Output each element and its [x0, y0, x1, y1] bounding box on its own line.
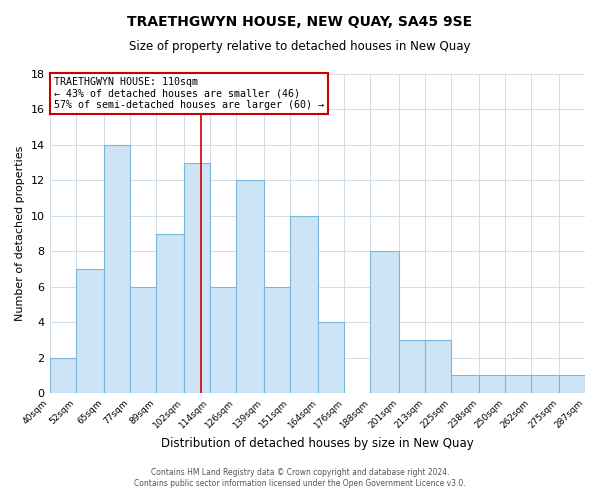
Bar: [236, 180, 264, 393]
Bar: [479, 376, 505, 393]
X-axis label: Distribution of detached houses by size in New Quay: Distribution of detached houses by size …: [161, 437, 473, 450]
Bar: [505, 376, 531, 393]
Bar: [398, 340, 425, 393]
Bar: [425, 340, 451, 393]
Bar: [531, 376, 559, 393]
Bar: [184, 162, 210, 393]
Bar: [104, 145, 130, 393]
Bar: [319, 322, 344, 393]
Bar: [370, 252, 398, 393]
Bar: [290, 216, 319, 393]
Y-axis label: Number of detached properties: Number of detached properties: [15, 146, 25, 321]
Text: Size of property relative to detached houses in New Quay: Size of property relative to detached ho…: [129, 40, 471, 53]
Bar: [156, 234, 184, 393]
Bar: [210, 286, 236, 393]
Bar: [264, 286, 290, 393]
Text: Contains HM Land Registry data © Crown copyright and database right 2024.
Contai: Contains HM Land Registry data © Crown c…: [134, 468, 466, 487]
Bar: [451, 376, 479, 393]
Bar: [130, 286, 156, 393]
Bar: [559, 376, 585, 393]
Bar: [76, 269, 104, 393]
Text: TRAETHGWYN HOUSE, NEW QUAY, SA45 9SE: TRAETHGWYN HOUSE, NEW QUAY, SA45 9SE: [127, 15, 473, 29]
Bar: [50, 358, 76, 393]
Text: TRAETHGWYN HOUSE: 110sqm
← 43% of detached houses are smaller (46)
57% of semi-d: TRAETHGWYN HOUSE: 110sqm ← 43% of detach…: [54, 76, 324, 110]
